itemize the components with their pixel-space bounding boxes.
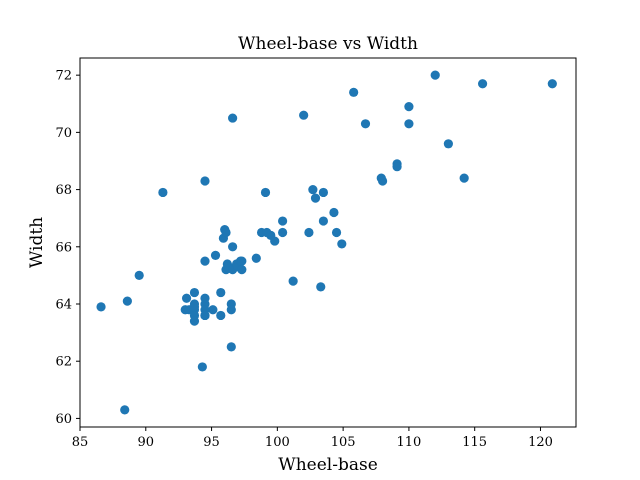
data-point (200, 293, 210, 303)
data-point (210, 250, 221, 260)
data-point (349, 87, 359, 97)
data-point (189, 316, 200, 326)
data-point (270, 236, 280, 246)
x-tick-label: 110 (396, 435, 421, 450)
data-point (316, 282, 326, 292)
x-tick-label: 85 (72, 435, 89, 450)
chart-title: Wheel-base vs Width (238, 34, 418, 54)
data-point (299, 110, 309, 120)
data-point (226, 305, 236, 315)
data-point (216, 287, 226, 298)
data-point (392, 162, 402, 172)
data-point (189, 302, 200, 312)
y-tick-label: 66 (55, 240, 72, 255)
x-axis-ticks: 85 90 95 100 105 110 115 120 (72, 427, 553, 450)
data-point (226, 342, 236, 352)
data-point (96, 302, 106, 312)
data-point (318, 216, 328, 226)
data-points (96, 70, 557, 415)
data-point (181, 293, 192, 303)
data-point (308, 184, 318, 195)
y-tick-label: 62 (55, 355, 72, 370)
data-point (120, 405, 130, 415)
x-tick-label: 100 (265, 435, 290, 450)
data-point (459, 173, 469, 183)
data-point (251, 253, 261, 263)
y-axis-ticks: 60 62 64 66 68 70 72 (55, 69, 80, 427)
y-tick-label: 70 (55, 126, 72, 141)
data-point (228, 113, 238, 123)
data-point (197, 362, 207, 372)
data-point (134, 270, 144, 280)
data-point (443, 139, 453, 149)
x-tick-label: 95 (203, 435, 220, 450)
y-tick-label: 60 (55, 412, 72, 427)
data-point (329, 207, 339, 218)
x-axis-label: Wheel-base (278, 455, 378, 475)
data-point (477, 79, 488, 89)
data-point (200, 310, 210, 321)
y-tick-label: 68 (55, 183, 72, 198)
data-point (404, 102, 414, 112)
data-point (237, 265, 247, 275)
data-point (288, 276, 298, 286)
data-point (200, 256, 210, 266)
x-tick-label: 105 (331, 435, 356, 450)
data-point (318, 187, 328, 198)
data-point (208, 305, 218, 315)
data-point (260, 187, 271, 198)
y-axis-label: Width (27, 217, 47, 268)
data-point (331, 227, 342, 238)
data-point (221, 227, 231, 238)
data-point (430, 70, 440, 80)
data-point (216, 310, 226, 321)
x-tick-label: 115 (462, 435, 487, 450)
y-tick-label: 64 (55, 298, 72, 313)
x-tick-label: 90 (138, 435, 155, 450)
data-point (378, 176, 388, 186)
data-point (547, 79, 557, 89)
x-tick-label: 120 (528, 435, 553, 450)
data-point (158, 187, 168, 198)
data-point (200, 176, 210, 186)
data-point (337, 239, 347, 249)
plot-frame (79, 57, 577, 428)
y-tick-label: 72 (55, 69, 72, 84)
data-point (360, 119, 371, 129)
data-point (189, 287, 200, 298)
data-point (278, 216, 288, 226)
data-point (228, 242, 238, 252)
data-point (310, 193, 321, 203)
data-point (404, 119, 414, 129)
data-point (237, 256, 247, 266)
data-point (122, 296, 132, 306)
data-point (278, 227, 288, 238)
data-point (304, 227, 314, 238)
